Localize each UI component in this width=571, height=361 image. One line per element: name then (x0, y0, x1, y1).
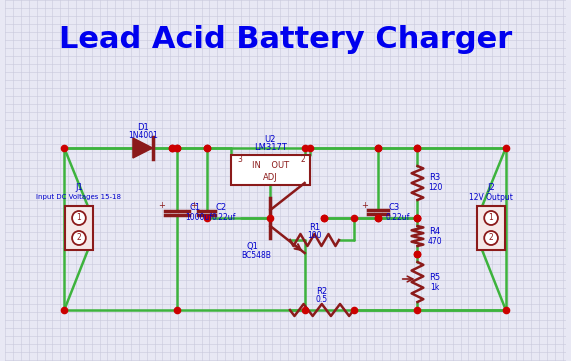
Text: Q1: Q1 (247, 242, 259, 251)
Text: ADJ: ADJ (263, 174, 278, 183)
Text: 2: 2 (489, 234, 493, 243)
Bar (65, 206, 93, 250)
Text: 100: 100 (307, 231, 321, 240)
Circle shape (484, 231, 498, 245)
Text: C1: C1 (189, 204, 200, 213)
Text: 2: 2 (301, 156, 305, 165)
Text: R1: R1 (309, 223, 320, 232)
Text: D1: D1 (137, 123, 148, 132)
Bar (231, 155, 309, 185)
Text: IN    OUT: IN OUT (252, 161, 289, 170)
Text: Input DC Voltages 15-18: Input DC Voltages 15-18 (37, 194, 122, 200)
Text: J1: J1 (75, 183, 83, 192)
Circle shape (72, 231, 86, 245)
Text: BC548B: BC548B (242, 251, 271, 260)
Text: R3: R3 (429, 174, 441, 183)
Text: 3: 3 (237, 156, 242, 165)
Text: C2: C2 (216, 204, 227, 213)
Text: 0.22uf: 0.22uf (385, 213, 410, 222)
Text: +: + (158, 200, 165, 209)
Text: 470: 470 (428, 236, 443, 245)
Text: R2: R2 (316, 287, 327, 296)
Text: +: + (190, 200, 197, 209)
Text: U2: U2 (264, 135, 276, 144)
Text: +: + (361, 200, 368, 209)
Text: R5: R5 (429, 273, 441, 282)
Text: C3: C3 (388, 204, 400, 213)
Circle shape (484, 211, 498, 225)
Polygon shape (133, 138, 152, 158)
Circle shape (72, 211, 86, 225)
Text: 1: 1 (77, 213, 81, 222)
Text: 1: 1 (489, 213, 493, 222)
Text: 0.22uf: 0.22uf (212, 213, 236, 222)
Text: J2: J2 (487, 183, 495, 192)
Text: 1000uf: 1000uf (185, 213, 212, 222)
Text: 2: 2 (77, 234, 81, 243)
Text: 0.5: 0.5 (315, 296, 327, 304)
Text: 120: 120 (428, 183, 443, 192)
Bar (477, 206, 505, 250)
Text: 1k: 1k (431, 283, 440, 291)
Text: 1N4001: 1N4001 (128, 131, 158, 140)
Text: 12V Output: 12V Output (469, 192, 513, 201)
Text: LM317T: LM317T (254, 144, 287, 152)
Text: Lead Acid Battery Charger: Lead Acid Battery Charger (59, 26, 512, 55)
Text: R4: R4 (429, 226, 441, 235)
